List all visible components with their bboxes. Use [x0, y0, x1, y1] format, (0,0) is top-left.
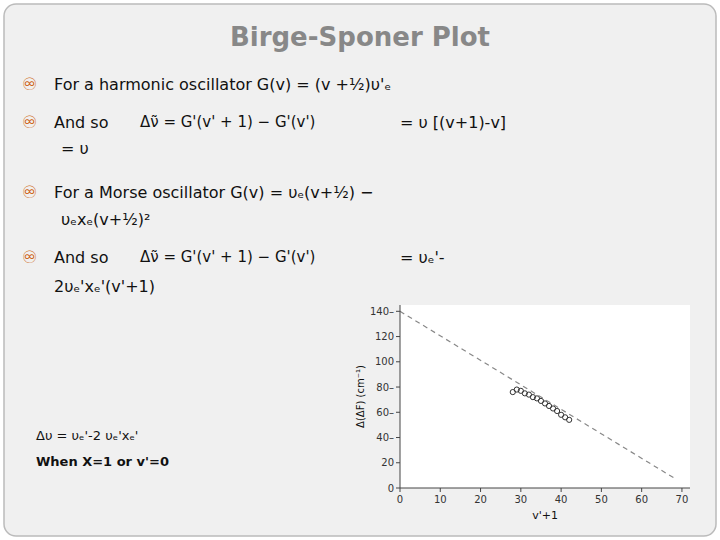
- slide-text: And so: [54, 113, 108, 132]
- x-tick-label: 70: [676, 494, 689, 505]
- x-tick-label: 30: [514, 494, 527, 505]
- x-tick: [400, 488, 401, 492]
- bullet: ♾: [22, 247, 37, 267]
- x-tick-label: 40: [555, 494, 568, 505]
- y-axis-line: [400, 305, 401, 488]
- slide-text: = υ: [61, 139, 89, 158]
- y-tick-label: 140–: [370, 306, 394, 317]
- y-tick-label: 80–: [376, 382, 394, 393]
- bullet: ♾: [22, 182, 37, 202]
- x-tick: [641, 488, 642, 492]
- x-tick: [681, 488, 682, 492]
- x-tick-label: 0: [397, 494, 403, 505]
- y-tick: [396, 311, 400, 312]
- inset-plot: 0 10 20 30 40 50 60 70 0 20 40– 60– 80– 100 120 140– v'+…: [355, 305, 690, 522]
- slide: Birge-Sponer Plot ♾ For a harmonic oscilla…: [0, 0, 720, 540]
- slide-text: = υₑ'-: [400, 248, 445, 267]
- y-tick: [396, 437, 400, 438]
- x-tick-label: 60: [635, 494, 648, 505]
- x-tick-label: 10: [434, 494, 447, 505]
- y-tick-label: 0: [388, 483, 394, 494]
- x-tick: [601, 488, 602, 492]
- title: Birge-Sponer Plot: [230, 22, 490, 52]
- marks: [400, 311, 674, 478]
- scatter-point: [567, 417, 572, 422]
- y-tick: [396, 336, 400, 337]
- slide-text: And so: [54, 248, 108, 267]
- y-tick: [396, 361, 400, 362]
- y-tick: [396, 488, 400, 489]
- plot-background: [400, 305, 690, 488]
- x-tick: [561, 488, 562, 492]
- y-tick: [396, 387, 400, 388]
- x-tick: [480, 488, 481, 492]
- bullet: ♾: [22, 112, 37, 132]
- y-tick-label: 100: [375, 356, 394, 367]
- slide-text: Δυ = υₑ'-2 υₑ'xₑ': [36, 428, 138, 443]
- fit-line: [400, 311, 674, 478]
- bullet: ♾: [22, 74, 37, 94]
- x-tick: [520, 488, 521, 492]
- y-tick: [396, 412, 400, 413]
- slide-text: = υ [(v+1)-v]: [400, 113, 506, 132]
- slide-text: Δν̃ = G'(v' + 1) − G'(v'): [140, 248, 315, 266]
- y-tick-label: 40–: [376, 432, 394, 443]
- x-tick-label: 20: [474, 494, 487, 505]
- y-tick: [396, 462, 400, 463]
- y-tick-label: 120: [375, 331, 394, 342]
- slide-text: When X=1 or v'=0: [36, 454, 169, 469]
- slide-text: For a Morse oscillator G(v) = υₑ(v+½) −: [54, 183, 373, 202]
- x-axis-line: [400, 488, 690, 489]
- y-axis-label: Δ(ΔF) (cm⁻¹): [355, 365, 366, 428]
- slide-text: For a harmonic oscillator G(v) = (v +½)υ…: [54, 75, 391, 94]
- x-axis-label: v'+1: [532, 509, 558, 522]
- slide-text: Δν̃ = G'(v' + 1) − G'(v'): [140, 113, 315, 131]
- y-tick-label: 60–: [376, 407, 394, 418]
- x-tick-label: 50: [595, 494, 608, 505]
- slide-border: [4, 4, 716, 536]
- y-tick-label: 20: [381, 457, 394, 468]
- slide-text: υₑxₑ(v+½)²: [61, 210, 150, 229]
- x-tick: [440, 488, 441, 492]
- slide-text: 2υₑ'xₑ'(v'+1): [54, 277, 155, 296]
